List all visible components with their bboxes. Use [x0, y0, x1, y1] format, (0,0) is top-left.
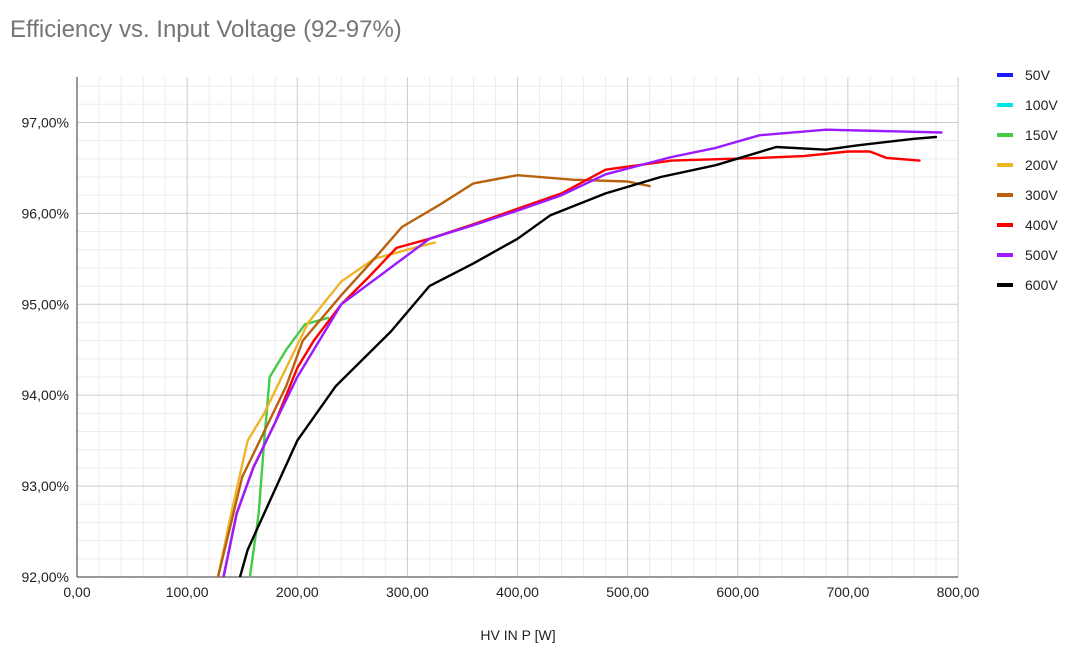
legend-swatch-600v — [997, 283, 1013, 287]
x-tick-label: 0,00 — [63, 584, 90, 600]
legend-label-300v: 300V — [1025, 187, 1058, 203]
chart-title: Efficiency vs. Input Voltage (92-97%) — [10, 16, 402, 43]
legend-swatch-500v — [997, 253, 1013, 257]
series-line-150v — [248, 316, 330, 577]
series-layer — [216, 128, 943, 577]
legend-label-50v: 50V — [1025, 67, 1051, 83]
x-tick-label: 700,00 — [826, 584, 869, 600]
legend-swatch-50v — [997, 73, 1013, 77]
legend-label-500v: 500V — [1025, 247, 1058, 263]
series-line-600v — [238, 135, 938, 577]
grid-layer — [77, 77, 959, 577]
legend-label-600v: 600V — [1025, 277, 1058, 293]
y-tick-label: 97,00% — [22, 114, 69, 130]
legend-label-150v: 150V — [1025, 127, 1058, 143]
x-tick-label: 500,00 — [606, 584, 649, 600]
x-axis-title: HV IN P [W] — [480, 627, 555, 643]
legend-swatch-300v — [997, 193, 1013, 197]
series-line-200v — [216, 241, 437, 577]
legend-swatch-100v — [997, 103, 1013, 107]
legend-label-100v: 100V — [1025, 97, 1058, 113]
x-tick-label: 200,00 — [276, 584, 319, 600]
x-tick-label: 400,00 — [496, 584, 539, 600]
x-tick-label: 300,00 — [386, 584, 429, 600]
y-tick-label: 93,00% — [22, 478, 69, 494]
x-tick-label: 800,00 — [937, 584, 980, 600]
y-tick-label: 94,00% — [22, 387, 69, 403]
legend-swatch-400v — [997, 223, 1013, 227]
legend-swatch-200v — [997, 163, 1013, 167]
legend-label-200v: 200V — [1025, 157, 1058, 173]
axis-layer: 0,00 100,00 200,00 300,00 400,00 500,00 600,00… — [22, 77, 980, 600]
series-line-500v — [222, 128, 943, 577]
y-tick-label: 92,00% — [22, 569, 69, 585]
series-line-300v — [216, 174, 651, 577]
x-tick-label: 100,00 — [166, 584, 209, 600]
y-tick-label: 96,00% — [22, 205, 69, 221]
legend-label-400v: 400V — [1025, 217, 1058, 233]
legend-swatch-150v — [997, 133, 1013, 137]
y-tick-label: 95,00% — [22, 296, 69, 312]
x-tick-label: 600,00 — [716, 584, 759, 600]
legend: 50V 100V 150V 200V 300V 400V 500V 600V — [997, 67, 1058, 293]
series-line-400v — [222, 150, 921, 577]
